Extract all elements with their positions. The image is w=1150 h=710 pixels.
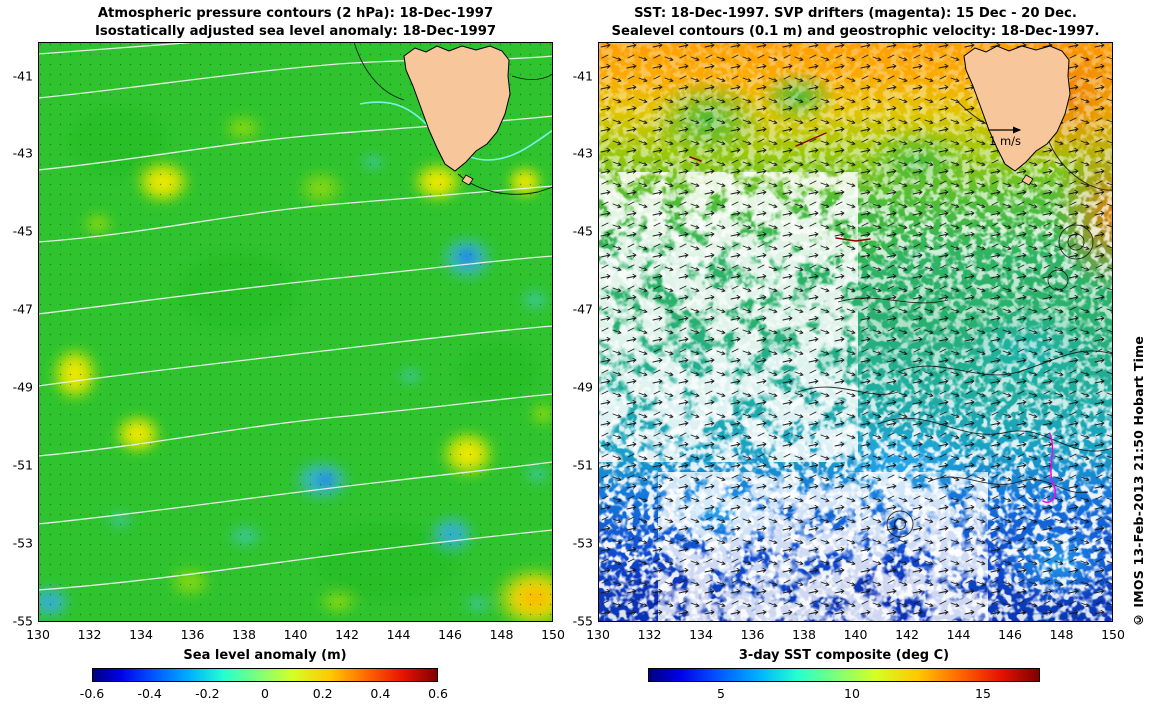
drifter-tracks [689, 132, 1057, 503]
tick-label: 146 [438, 627, 462, 642]
tick-label: 150 [541, 627, 565, 642]
drifter-track-darkred [689, 156, 702, 162]
drifter-track-darkred [795, 132, 827, 147]
axes-frame [598, 42, 1113, 622]
left-map-axes [38, 42, 553, 622]
tick-label: 132 [77, 627, 102, 642]
tick-label: -49 [572, 379, 593, 395]
left-title-line1: Atmospheric pressure contours (2 hPa): 1… [97, 6, 494, 21]
velocity-scale: 1 m/s [988, 126, 1022, 148]
tick-label: 0 [261, 686, 269, 701]
watermark-text: © IMOS 13-Feb-2013 21:50 Hobart Time [1131, 336, 1146, 628]
tick-label: 134 [689, 627, 713, 642]
tick-label: 5 [717, 686, 725, 701]
left-x-axis-ticks: 130 132 134 136 138 140 142 144 146 148 150 [26, 627, 565, 643]
tick-label: 142 [335, 627, 359, 642]
tick-label: 144 [946, 627, 971, 642]
bruny-islet [1021, 174, 1034, 186]
tick-label: 130 [586, 627, 610, 642]
tick-label: 144 [386, 627, 411, 642]
tick-label: 0.6 [428, 686, 448, 701]
drifter-track-darkred [835, 237, 871, 242]
tick-label: 132 [637, 627, 662, 642]
tick-label: -0.4 [137, 686, 162, 701]
tasmania-landmass [403, 45, 511, 172]
left-panel-title: Atmospheric pressure contours (2 hPa): 1… [38, 5, 553, 40]
tick-label: -47 [572, 301, 593, 317]
velocity-scale-label: 1 m/s [989, 134, 1021, 148]
tick-label: -0.6 [79, 686, 105, 701]
left-colorbar-label: Sea level anomaly (m) [183, 648, 347, 663]
left-map-image [38, 42, 553, 622]
tick-label: 0.4 [370, 686, 391, 701]
tick-label: 0.2 [312, 686, 333, 701]
right-title-line1: SST: 18-Dec-1997. SVP drifters (magenta)… [634, 6, 1077, 21]
tick-label: -55 [12, 613, 33, 629]
tick-label: -41 [572, 68, 593, 83]
tick-label: -43 [12, 145, 33, 161]
tick-label: -53 [12, 535, 33, 551]
tick-label: -51 [12, 457, 33, 473]
tick-label: 140 [843, 627, 868, 642]
tick-label: -45 [572, 223, 593, 239]
tick-label: -49 [12, 379, 33, 395]
tick-label: 15 [975, 686, 991, 701]
right-colorbar-ticks: 5 10 15 [648, 686, 1040, 702]
bruny-islet [461, 174, 474, 186]
tick-label: 148 [1049, 627, 1074, 642]
tick-label: -41 [12, 68, 33, 83]
tick-label: 138 [792, 627, 816, 642]
tick-label: 148 [489, 627, 514, 642]
tick-label: 146 [998, 627, 1022, 642]
tick-label: -47 [12, 301, 33, 317]
tick-label: -51 [572, 457, 593, 473]
right-panel-title: SST: 18-Dec-1997. SVP drifters (magenta)… [598, 5, 1113, 40]
tick-label: -43 [572, 145, 593, 161]
left-colorbar [92, 668, 438, 682]
drifter-track-magenta [1042, 433, 1057, 503]
right-y-axis-ticks: -41 -43 -45 -47 -49 -51 -53 -55 [562, 42, 596, 628]
right-map-image: 1 m/s [598, 42, 1113, 622]
left-colorbar-ticks: -0.6 -0.4 -0.2 0 0.2 0.4 0.6 [80, 686, 448, 702]
tick-label: 136 [180, 627, 205, 642]
tick-label: -53 [572, 535, 593, 551]
tick-label: 10 [844, 686, 860, 701]
tick-label: 150 [1101, 627, 1125, 642]
tick-label: 140 [283, 627, 308, 642]
coastal-contours [353, 42, 553, 195]
left-y-axis-ticks: -41 -43 -45 -47 -49 -51 -53 -55 [2, 42, 36, 628]
tick-label: 134 [129, 627, 153, 642]
tick-label: -0.2 [195, 686, 220, 701]
tick-label: 136 [740, 627, 765, 642]
tick-label: -55 [572, 613, 593, 629]
axes-frame [38, 42, 553, 622]
right-title-line2: Sealevel contours (0.1 m) and geostrophi… [611, 23, 1100, 39]
right-map-axes: 1 m/s [598, 42, 1113, 622]
right-colorbar-label: 3-day SST composite (deg C) [738, 648, 950, 663]
tick-label: 138 [232, 627, 256, 642]
tick-label: 130 [26, 627, 50, 642]
tick-label: 142 [895, 627, 919, 642]
right-x-axis-ticks: 130 132 134 136 138 140 142 144 146 148 150 [586, 627, 1125, 643]
right-colorbar [648, 668, 1040, 682]
left-title-line2: Isostatically adjusted sea level anomaly… [94, 23, 497, 39]
tick-label: -45 [12, 223, 33, 239]
